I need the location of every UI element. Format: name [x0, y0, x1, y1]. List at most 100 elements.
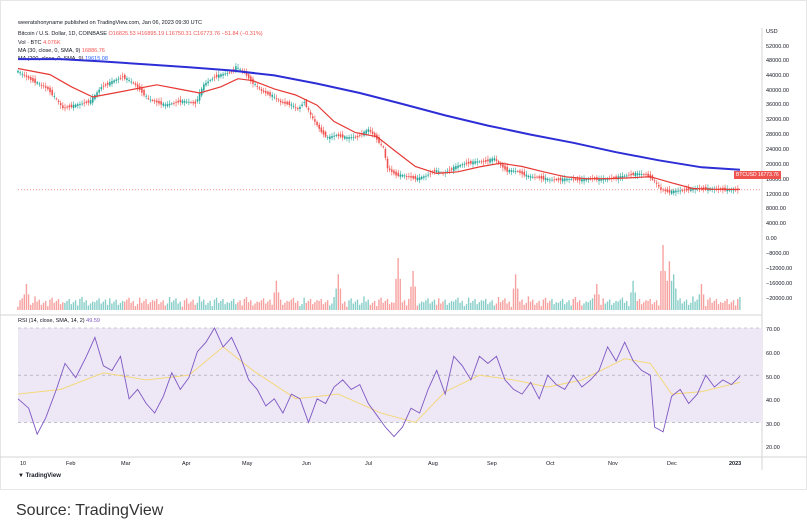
volume-bar [141, 302, 143, 310]
volume-bar [247, 302, 250, 310]
candle-body [679, 190, 681, 192]
time-axis-tick: Jul [365, 461, 372, 467]
candle-body [551, 179, 553, 181]
volume-bar [508, 301, 510, 310]
candle-body [267, 91, 269, 95]
volume-bar [211, 306, 213, 310]
candle-body [429, 173, 432, 175]
candle-body [128, 79, 130, 81]
volume-bar [527, 296, 530, 310]
volume-bar [36, 301, 38, 310]
volume-bar [589, 300, 592, 310]
volume-bar [668, 261, 671, 310]
volume-bar [226, 302, 228, 310]
candle-body [643, 174, 645, 176]
volume-bar [341, 303, 344, 310]
volume-bar [427, 298, 429, 310]
volume-line: Vol · BTC 4.076K [18, 40, 61, 46]
candle-body [262, 90, 265, 93]
volume-bar [42, 302, 45, 310]
volume-bar [264, 303, 267, 310]
price-axis-tick: −16000.00 [766, 281, 792, 287]
volume-bar [158, 304, 160, 310]
candle-body [478, 161, 481, 163]
volume-bar [121, 300, 124, 310]
price-axis-tick: −20000.00 [766, 296, 792, 302]
volume-bar [598, 294, 600, 310]
candle-body [100, 87, 103, 90]
candle-body [369, 129, 372, 132]
candle-body [239, 69, 241, 71]
volume-label[interactable]: Vol · BTC [18, 40, 42, 46]
candle-body [25, 75, 28, 77]
rsi-label[interactable]: RSI (14, close, SMA, 14, 2) [18, 318, 85, 324]
volume-bar [564, 304, 566, 310]
volume-bar [207, 302, 209, 310]
rsi-ma-line [17, 346, 741, 423]
candle-body [455, 166, 457, 170]
candle-body [630, 173, 632, 176]
candle-body [77, 104, 79, 106]
volume-bar [70, 304, 73, 310]
candle-body [85, 101, 88, 103]
candle-body [391, 169, 393, 172]
candle-body [190, 102, 192, 103]
volume-bar [495, 303, 498, 310]
candle-body [198, 92, 201, 101]
volume-bar [126, 299, 128, 310]
candle-body [606, 179, 609, 180]
volume-bar [367, 299, 369, 310]
rsi-axis-tick: 50.00 [766, 375, 780, 381]
ma30-label[interactable]: MA (30, close, 0, SMA, 9) [18, 48, 81, 54]
price-tag: BTCUSD 16773.76 [734, 171, 781, 179]
volume-bar [307, 300, 310, 310]
volume-bar [373, 300, 376, 310]
volume-bar [380, 297, 382, 310]
candle-body [408, 176, 410, 177]
candle-body [81, 103, 83, 105]
candle-body [288, 101, 291, 105]
volume-bar [640, 304, 643, 310]
volume-bar [30, 304, 32, 310]
candle-body [480, 161, 483, 163]
candle-body [350, 137, 353, 139]
volume-bar [104, 299, 107, 310]
volume-bar [493, 305, 495, 310]
volume-bar [410, 286, 412, 310]
time-axis-tick: Apr [182, 461, 191, 467]
volume-bar [117, 304, 119, 310]
candle-body [102, 85, 105, 87]
candle-body [164, 104, 167, 106]
candle-body [47, 86, 49, 90]
candle-body [566, 178, 568, 181]
candle-body [448, 169, 451, 171]
volume-bar [619, 299, 621, 310]
candle-body [290, 104, 293, 106]
candle-body [363, 131, 365, 136]
volume-bar [185, 298, 188, 310]
volume-bar [489, 302, 491, 310]
candle-body [446, 171, 449, 173]
symbol-title[interactable]: Bitcoin / U.S. Dollar, 1D, COINBASE [18, 31, 107, 37]
volume-bar [709, 297, 711, 310]
candle-body [476, 161, 479, 163]
candle-body [450, 168, 453, 170]
candle-body [589, 178, 592, 180]
volume-bar [608, 299, 611, 310]
volume-bar [311, 304, 314, 310]
tradingview-logo[interactable]: ▼ TradingView [18, 473, 61, 479]
candle-body [322, 130, 325, 135]
candle-body [416, 177, 419, 181]
volume-bar [542, 299, 545, 310]
candle-body [427, 174, 429, 176]
volume-bar [160, 302, 162, 310]
candle-body [113, 80, 115, 83]
volume-bar [694, 301, 696, 310]
volume-bar [446, 304, 448, 310]
candle-body [732, 189, 735, 191]
candle-body [269, 92, 271, 96]
volume-bar [418, 303, 421, 310]
candle-body [705, 186, 707, 190]
volume-bar [568, 300, 570, 310]
time-axis-tick: 10 [20, 461, 26, 467]
